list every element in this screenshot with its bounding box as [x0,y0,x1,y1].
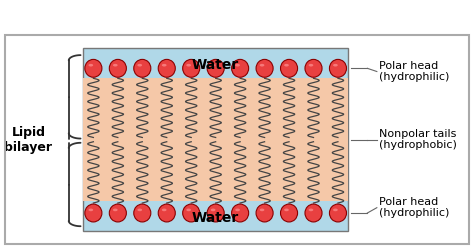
Ellipse shape [281,204,298,222]
Text: LIPIDS: LIPIDS [199,7,275,27]
Ellipse shape [284,209,289,211]
Text: Nonpolar tails
(hydrophobic): Nonpolar tails (hydrophobic) [379,129,457,150]
Text: Water: Water [192,58,239,72]
Ellipse shape [305,204,322,222]
Ellipse shape [182,204,200,222]
Ellipse shape [85,59,102,77]
Ellipse shape [281,59,298,77]
Ellipse shape [232,59,249,77]
Ellipse shape [211,64,216,66]
Ellipse shape [158,59,175,77]
Ellipse shape [309,64,313,66]
Ellipse shape [158,204,175,222]
Ellipse shape [207,204,224,222]
Ellipse shape [89,209,93,211]
Ellipse shape [113,64,118,66]
Ellipse shape [89,64,93,66]
Ellipse shape [235,209,240,211]
Text: Polar head
(hydrophilic): Polar head (hydrophilic) [379,61,449,82]
Ellipse shape [85,204,102,222]
Ellipse shape [137,209,142,211]
Text: Lipid
bilayer: Lipid bilayer [4,126,53,154]
Ellipse shape [137,64,142,66]
Ellipse shape [260,209,264,211]
Ellipse shape [232,204,249,222]
Ellipse shape [260,64,264,66]
Ellipse shape [329,204,346,222]
Ellipse shape [186,209,191,211]
Ellipse shape [186,64,191,66]
Ellipse shape [211,209,216,211]
Ellipse shape [329,59,346,77]
Ellipse shape [256,59,273,77]
Ellipse shape [207,59,224,77]
Ellipse shape [182,59,200,77]
Text: Polar head
(hydrophilic): Polar head (hydrophilic) [379,197,449,218]
Ellipse shape [309,209,313,211]
Ellipse shape [333,64,338,66]
Ellipse shape [109,204,127,222]
Text: Water: Water [192,211,239,225]
Ellipse shape [256,204,273,222]
Ellipse shape [284,64,289,66]
Ellipse shape [134,204,151,222]
Ellipse shape [134,59,151,77]
Ellipse shape [162,64,166,66]
Bar [83,78,348,201]
Ellipse shape [113,209,118,211]
Ellipse shape [109,59,127,77]
Ellipse shape [305,59,322,77]
Ellipse shape [162,209,166,211]
Bar [83,48,348,231]
Ellipse shape [333,209,338,211]
Ellipse shape [235,64,240,66]
